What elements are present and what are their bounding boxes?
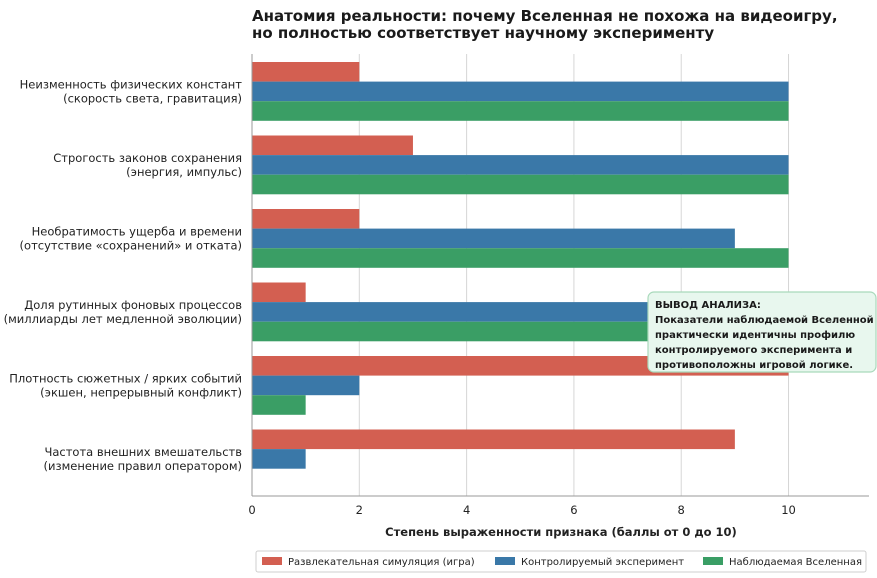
- bar-3-3: [252, 248, 789, 268]
- category-label-2-line-1: Строгость законов сохранения: [53, 151, 242, 165]
- legend-label-2: Контролируемый эксперимент: [521, 557, 684, 568]
- x-tick-label-2: 2: [356, 503, 363, 517]
- bar-1-1: [252, 62, 360, 82]
- category-label-3-line-1: Необратимость ущерба и времени: [32, 224, 242, 238]
- bar-2-1: [252, 81, 789, 102]
- x-tick-label-10: 10: [781, 503, 796, 517]
- bar-3-1: [252, 101, 789, 121]
- legend-swatch-3: [703, 557, 723, 565]
- category-label-2-line-2: (энергия, импульс): [126, 165, 242, 179]
- analysis-note-line-3: практически идентичны профилю: [655, 329, 855, 341]
- axes: [251, 54, 869, 497]
- x-tick-label-8: 8: [678, 503, 685, 517]
- category-label-4-line-1: Доля рутинных фоновых процессов: [24, 298, 242, 312]
- analysis-note-box: [647, 291, 877, 373]
- category-label-5-line-1: Плотность сюжетных / ярких событий: [9, 371, 242, 385]
- analysis-note: ВЫВОД АНАЛИЗА: Показатели наблюдаемой Все…: [647, 291, 877, 373]
- x-tick-label-4: 4: [463, 503, 470, 517]
- bar-2-2: [252, 155, 789, 175]
- bar-1-3: [252, 209, 360, 229]
- analysis-note-line-4: контролируемого эксперимента и: [655, 345, 852, 356]
- chart-title-line-1: Анатомия реальности: почему Вселенная не…: [252, 7, 838, 25]
- chart-title: Анатомия реальности: почему Вселенная не…: [252, 7, 838, 42]
- analysis-note-line-2: Показатели наблюдаемой Вселенной: [655, 314, 874, 326]
- category-label-5-line-2: (экшен, непрерывный конфликт): [40, 385, 242, 399]
- grid-lines: [358, 54, 790, 496]
- category-label-6-line-1: Частота внешних вмешательств: [44, 445, 242, 459]
- bar-2-6: [252, 449, 306, 469]
- x-tick-label-6: 6: [570, 503, 577, 517]
- category-label-1-line-2: (скорость света, гравитация): [63, 91, 242, 105]
- bars: [252, 62, 789, 469]
- analysis-note-line-1: ВЫВОД АНАЛИЗА:: [655, 300, 761, 311]
- category-label-3-line-2: (отсутствие «сохранений» и отката): [20, 238, 242, 252]
- x-tick-labels: 0 2 4 6 8 10: [248, 503, 796, 517]
- bar-2-5: [252, 375, 360, 396]
- category-label-6-line-2: (изменение правил оператором): [44, 459, 242, 473]
- bar-2-3: [252, 228, 735, 249]
- category-label-1-line-1: Неизменность физических констант: [20, 77, 243, 91]
- bar-1-6: [252, 429, 735, 450]
- bar-3-5: [252, 395, 306, 415]
- legend-frame: [255, 550, 867, 573]
- legend: Развлекательная симуляция (игра) Контроли…: [255, 550, 867, 573]
- legend-label-1: Развлекательная симуляция (игра): [288, 557, 475, 568]
- x-axis-label: Степень выраженности признака (баллы от …: [385, 525, 737, 539]
- category-label-4-line-2: (миллиарды лет медленной эволюции): [4, 312, 242, 326]
- legend-label-3: Наблюдаемая Вселенная: [729, 557, 862, 568]
- bar-1-2: [252, 135, 413, 156]
- legend-swatch-1: [262, 557, 282, 565]
- bar-3-2: [252, 174, 789, 195]
- bar-1-4: [252, 282, 306, 303]
- category-labels: Неизменность физических констант(скорост…: [4, 77, 243, 473]
- analysis-note-line-5: противоположны игровой логике.: [655, 360, 853, 371]
- legend-swatch-2: [495, 557, 515, 565]
- x-tick-label-0: 0: [248, 503, 255, 517]
- chart-title-line-2: но полностью соответствует научному эксп…: [252, 24, 714, 42]
